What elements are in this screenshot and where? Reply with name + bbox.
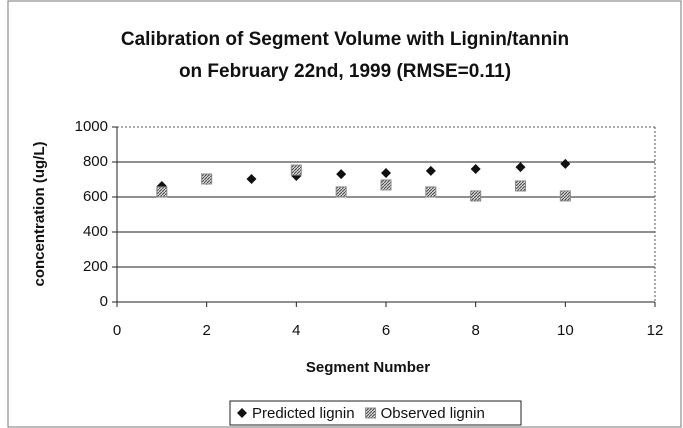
x-tick-label: 2 [202,322,210,339]
x-tick-label: 12 [647,322,664,339]
point [560,158,571,169]
legend: Predicted lignin Observed lignin [229,400,522,426]
y-tick-label: 800 [83,153,108,170]
x-tick-label: 10 [557,322,574,339]
legend-marker [365,407,377,419]
legend-label: Predicted lignin [252,405,355,422]
point [425,165,436,176]
y-tick-label: 600 [83,188,108,205]
x-tick-label: 8 [471,322,479,339]
y-tick-label: 1000 [75,118,108,135]
point [246,173,257,184]
legend-marker [237,408,247,418]
y-tick-label: 200 [83,258,108,275]
y-tick-label: 400 [83,223,108,240]
point [335,186,347,198]
chart-border [7,0,682,428]
x-tick-label: 4 [292,322,300,339]
point [380,179,392,191]
chart-title: Calibration of Segment Volume with Ligni… [121,29,569,50]
chart-title: on February 22nd, 1999 (RMSE=0.11) [179,61,511,82]
point [425,186,437,198]
x-tick-label: 0 [113,322,121,339]
y-axis-label: concentration (ug/L) [31,142,48,287]
point [470,164,481,174]
point [515,180,526,192]
legend-label: Observed lignin [381,405,485,422]
point [559,190,571,202]
point [156,186,168,198]
y-tick-label: 0 [100,293,108,310]
point [515,162,526,173]
point [381,168,391,179]
x-tick-label: 6 [382,322,390,339]
point [201,173,213,185]
point [470,190,482,202]
point [290,164,302,176]
point [336,169,347,180]
x-axis-label: Segment Number [306,359,430,376]
